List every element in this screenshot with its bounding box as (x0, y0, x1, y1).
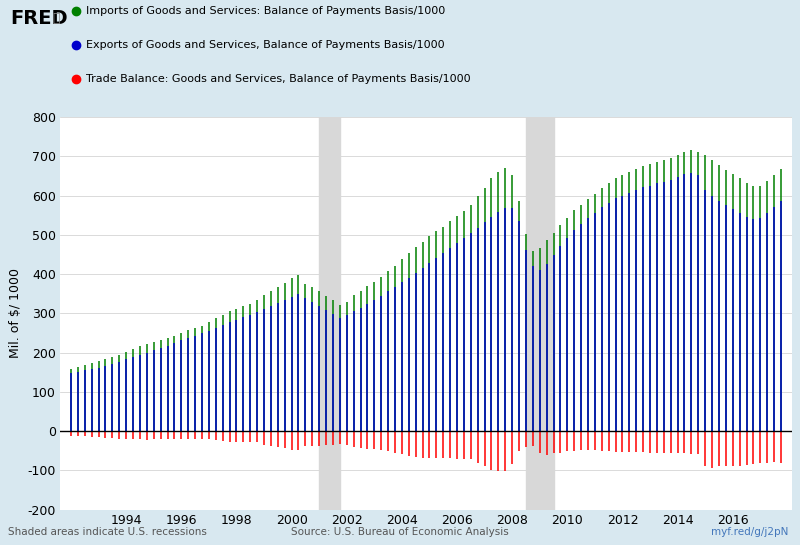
Text: Trade Balance: Goods and Services, Balance of Payments Basis/1000: Trade Balance: Goods and Services, Balan… (86, 74, 471, 83)
Text: Exports of Goods and Services, Balance of Payments Basis/1000: Exports of Goods and Services, Balance o… (86, 40, 445, 50)
Bar (526, 117, 554, 510)
Bar (319, 117, 340, 510)
Text: myf.red/g/j2pN: myf.red/g/j2pN (710, 527, 788, 537)
Text: Source: U.S. Bureau of Economic Analysis: Source: U.S. Bureau of Economic Analysis (291, 527, 509, 537)
Text: FRED: FRED (10, 9, 68, 28)
Text: Shaded areas indicate U.S. recessions: Shaded areas indicate U.S. recessions (8, 527, 207, 537)
Text: 〜: 〜 (52, 11, 59, 25)
Text: Imports of Goods and Services: Balance of Payments Basis/1000: Imports of Goods and Services: Balance o… (86, 5, 446, 16)
Y-axis label: Mil. of $/ 1000: Mil. of $/ 1000 (9, 268, 22, 359)
